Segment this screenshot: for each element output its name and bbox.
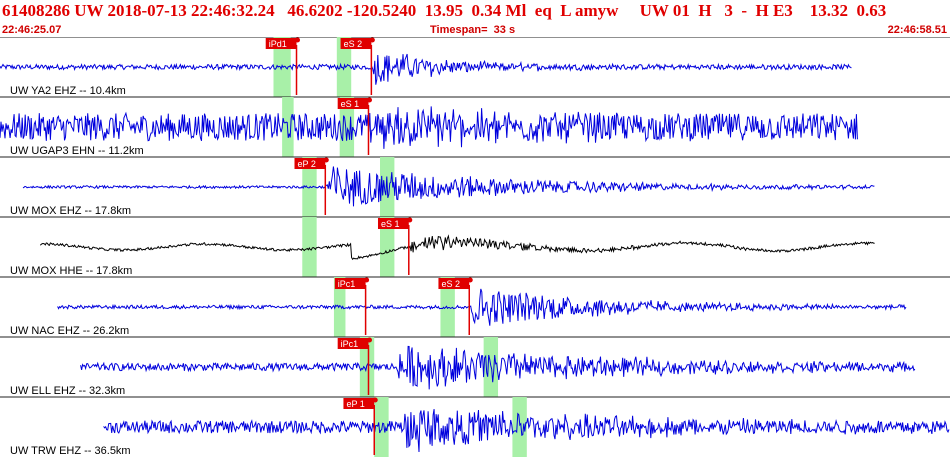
waveform-trace [80, 345, 916, 390]
pick-window [374, 397, 389, 457]
trace-panel: iPd1 eS 2 UW YA2 EHZ -- 10.4km [0, 37, 950, 97]
pick-flag [334, 278, 366, 289]
pick-dot [364, 277, 370, 283]
pick-flag [438, 278, 470, 289]
station-label: UW MOX EHZ -- 17.8km [10, 205, 131, 217]
station-label: UW TRW EHZ -- 36.5km [10, 445, 131, 457]
trace-panel: iPc1 eS 2 UW NAC EHZ -- 26.2km [0, 276, 950, 337]
pick-label: eS 1 [341, 99, 360, 109]
waveform-trace [103, 409, 950, 453]
pick-dot [369, 37, 375, 43]
pick-dot [372, 397, 378, 403]
waveform-trace [0, 53, 852, 85]
trace-panel: eP 1 UW TRW EHZ -- 36.5km [0, 396, 950, 457]
pick-window [339, 97, 355, 157]
pick-flag [337, 338, 369, 349]
pick-label: eP 2 [298, 159, 316, 169]
event-header: 61408286 UW 2018-07-13 22:46:32.24 46.62… [0, 0, 950, 25]
station-label: UW NAC EHZ -- 26.2km [10, 325, 129, 337]
pick-window [512, 397, 527, 457]
pick-label: eP 1 [346, 399, 364, 409]
pick-label: iPd1 [269, 39, 287, 49]
pick-label: eS 2 [344, 39, 363, 49]
pick-label: iPc1 [338, 279, 356, 289]
pick-dot [323, 157, 329, 163]
pick-flag [294, 158, 326, 169]
pick-window [333, 277, 346, 337]
pick-dot [467, 277, 473, 283]
trace-panel: iPc1 UW ELL EHZ -- 32.3km [0, 336, 950, 397]
event-title: 61408286 UW 2018-07-13 22:46:32.24 46.62… [2, 1, 887, 20]
pick-dot [366, 337, 372, 343]
pick-window [380, 217, 395, 277]
timespan-label: Timespan= 33 s [430, 24, 516, 36]
station-label: UW YA2 EHZ -- 10.4km [10, 85, 126, 97]
pick-dot [407, 217, 413, 223]
pick-dot [295, 37, 301, 43]
trace-panel: eP 2 UW MOX EHZ -- 17.8km [0, 156, 950, 217]
station-label: UW UGAP3 EHN -- 11.2km [10, 145, 144, 157]
pick-dot [366, 97, 372, 103]
waveform-trace [0, 106, 858, 149]
end-time-label: 22:46:58.51 [887, 24, 947, 36]
pick-window [359, 337, 375, 397]
pick-window [302, 217, 317, 277]
waveform-trace [22, 166, 875, 207]
waveform-trace [39, 234, 875, 261]
station-label: UW ELL EHZ -- 32.3km [10, 385, 125, 397]
pick-flag [265, 38, 297, 49]
pick-window [440, 277, 455, 337]
waveform-trace [57, 288, 907, 326]
pick-label: eS 2 [441, 279, 460, 289]
trace-panel: eS 1 UW MOX HHE -- 17.8km [0, 216, 950, 277]
pick-flag [340, 38, 372, 49]
pick-flag [337, 98, 369, 109]
station-label: UW MOX HHE -- 17.8km [10, 265, 132, 277]
trace-panel: eS 1 UW UGAP3 EHN -- 11.2km [0, 96, 950, 157]
pick-flag [343, 398, 375, 409]
start-time-label: 22:46:25.07 [2, 24, 62, 36]
pick-label: iPc1 [341, 339, 359, 349]
seismogram-plot[interactable]: iPd1 eS 2 UW YA2 EHZ -- 10.4km eS 1 UW UGAP3… [0, 37, 950, 460]
pick-label: eS 1 [381, 219, 400, 229]
pick-flag [377, 218, 409, 229]
